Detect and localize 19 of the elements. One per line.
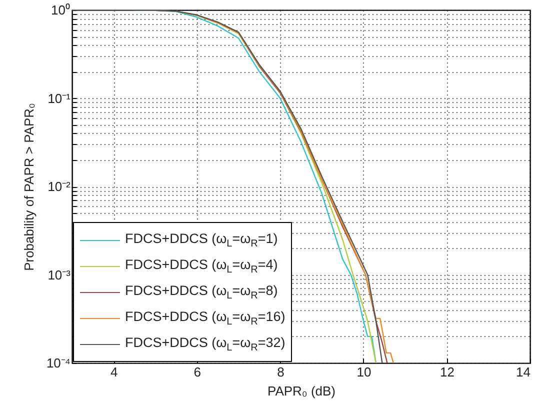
- legend-label: FDCS+DDCS (ω$_{L}$=ω$_{R}$=16): [125, 308, 286, 328]
- y-tick-label: 10⁻¹: [48, 90, 72, 106]
- y-tick-label: 10⁻⁴: [46, 356, 70, 370]
- y-axis-title: Probability of PAPR > PAPR₀: [21, 103, 36, 271]
- x-tick-label: 12: [440, 364, 454, 380]
- legend-label: FDCS+DDCS (ω$_{L}$=ω$_{R}$=1): [125, 230, 278, 250]
- legend-label: FDCS+DDCS (ω$_{L}$=ω$_{R}$=32): [125, 334, 286, 354]
- legend-label: FDCS+DDCS (ω$_{L}$=ω$_{R}$=4): [125, 256, 278, 276]
- x-tick-label: 10: [356, 364, 372, 380]
- x-tick-label: 8: [277, 364, 284, 380]
- y-tick-label: 10⁻²: [48, 179, 72, 194]
- y-tick-label: 10⁰: [51, 2, 70, 18]
- x-tick-label: 6: [194, 364, 202, 380]
- line-series: [72, 10, 383, 363]
- x-axis-title: PAPR₀ (dB): [267, 384, 336, 398]
- x-tick-label: 14: [516, 364, 530, 380]
- legend-label: FDCS+DDCS (ω$_{L}$=ω$_{R}$=8): [125, 282, 278, 302]
- y-tick-label: 10⁻³: [48, 267, 72, 282]
- x-tick-label: 4: [110, 364, 118, 380]
